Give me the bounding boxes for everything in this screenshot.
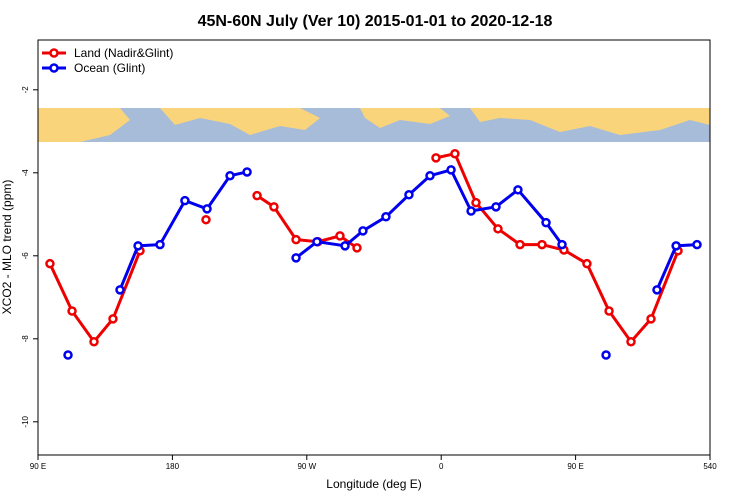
data-point xyxy=(652,285,662,295)
series-line xyxy=(118,170,248,291)
data-point xyxy=(242,167,252,177)
data-point xyxy=(515,239,525,250)
data-point xyxy=(557,239,567,250)
legend-label: Land (Nadir&Glint) xyxy=(74,46,173,60)
data-point xyxy=(115,285,125,295)
legend-label: Ocean (Glint) xyxy=(74,61,145,75)
data-point xyxy=(404,190,414,200)
data-point xyxy=(155,239,165,250)
data-point xyxy=(493,224,503,234)
data-point xyxy=(513,185,523,195)
x-tick-label: 180 xyxy=(166,462,180,471)
data-point xyxy=(335,231,345,241)
y-tick-label: -6 xyxy=(21,252,30,260)
x-tick-label: 0 xyxy=(439,462,444,471)
data-point xyxy=(45,258,55,269)
data-point xyxy=(312,236,322,247)
data-point xyxy=(89,336,99,347)
data-point xyxy=(352,243,362,253)
data-point xyxy=(63,350,73,360)
data-point xyxy=(67,306,77,316)
data-point xyxy=(582,258,592,269)
x-tick-label: 90 E xyxy=(567,462,583,471)
data-point xyxy=(425,170,435,181)
y-axis-label: XCO2 - MLO trend (ppm) xyxy=(0,180,14,315)
x-tick-label: 90 W xyxy=(297,462,316,471)
data-point xyxy=(646,314,656,324)
data-point xyxy=(537,239,547,250)
data-point xyxy=(291,253,301,263)
data-point xyxy=(133,241,143,251)
legend-marker xyxy=(49,63,59,73)
data-point xyxy=(201,214,211,225)
data-point xyxy=(491,202,501,212)
y-tick-label: -8 xyxy=(21,335,30,343)
y-tick-label: -4 xyxy=(21,169,30,177)
data-point xyxy=(252,190,262,201)
data-point xyxy=(202,204,212,214)
series-line xyxy=(48,250,142,345)
data-point xyxy=(692,239,702,250)
data-point xyxy=(340,241,350,251)
data-point xyxy=(471,197,481,208)
data-point xyxy=(291,234,301,245)
map-strip xyxy=(38,108,710,142)
y-tick-label: -10 xyxy=(21,415,30,427)
data-point xyxy=(381,212,391,222)
series-line xyxy=(435,151,680,345)
x-axis-label: Longitude (deg E) xyxy=(326,477,421,491)
data-point xyxy=(108,314,118,324)
data-point xyxy=(626,336,636,347)
data-point xyxy=(671,241,681,251)
plot-frame xyxy=(37,39,711,456)
data-point xyxy=(466,206,476,216)
data-point xyxy=(446,165,456,175)
data-point xyxy=(225,170,235,181)
legend-marker xyxy=(49,48,59,58)
data-point xyxy=(450,148,460,159)
data-point xyxy=(358,226,368,236)
data-point xyxy=(180,195,190,206)
y-tick-label: -2 xyxy=(21,86,30,94)
data-point xyxy=(541,217,551,228)
data-point xyxy=(601,350,611,360)
data-point xyxy=(431,153,441,163)
data-point xyxy=(269,202,279,212)
x-tick-label: 540 xyxy=(703,462,717,471)
x-tick-label: 90 E xyxy=(30,462,46,471)
chart-title: 45N-60N July (Ver 10) 2015-01-01 to 2020… xyxy=(198,13,553,30)
data-point xyxy=(604,306,614,316)
